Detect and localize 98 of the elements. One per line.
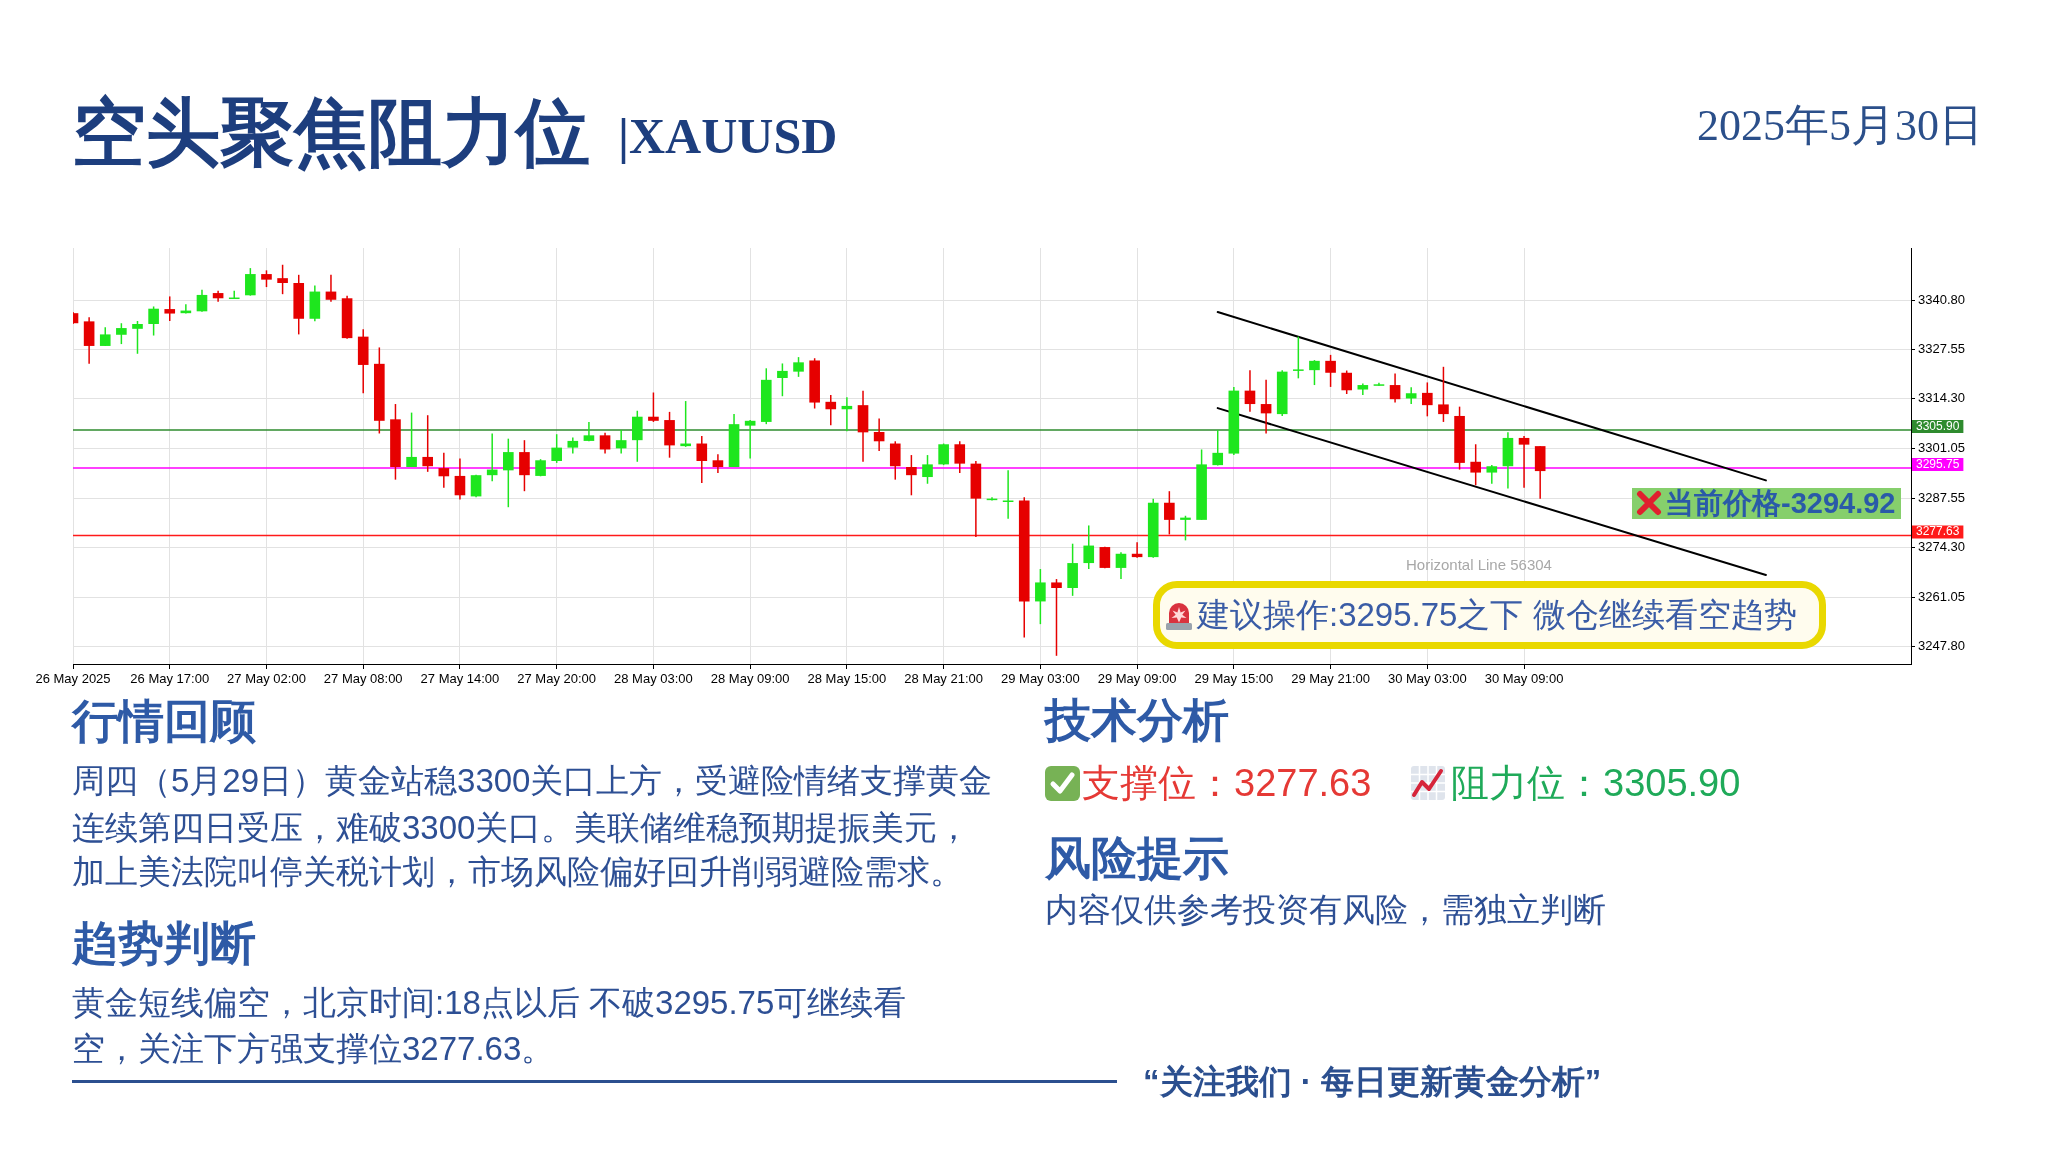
x-tick-label: 29 May 21:00 <box>1291 671 1370 687</box>
candlestick <box>1244 369 1256 413</box>
text: 周四（5月29日）黄金站稳3300关口上方，受避险情绪支撑黄金 <box>72 761 993 801</box>
y-tick-label: 3274.30 <box>1918 539 1965 555</box>
candlestick <box>1405 386 1417 405</box>
text: 2025年5月30日 <box>1697 100 1983 152</box>
candlestick <box>164 295 176 322</box>
x-tick-label: 27 May 14:00 <box>420 671 500 687</box>
x-tick-label: 26 May 17:00 <box>130 671 210 687</box>
candlestick <box>1341 369 1353 395</box>
candlestick <box>1083 524 1095 570</box>
candlestick <box>889 440 901 481</box>
x-tick-label: 28 May 21:00 <box>904 671 984 687</box>
candlestick <box>132 320 143 355</box>
x-tick-label: 29 May 03:00 <box>1000 671 1080 687</box>
ref-line-label: 3305.90 <box>1916 418 1960 433</box>
ref-line-label: 3295.75 <box>1916 456 1960 471</box>
candlestick <box>1438 366 1449 423</box>
candlestick <box>277 264 288 295</box>
candlestick <box>599 431 611 455</box>
y-tick-label: 3314.30 <box>1918 390 1965 406</box>
candlestick <box>503 437 514 508</box>
candlestick <box>1180 515 1191 542</box>
x-tick-label: 28 May 09:00 <box>710 671 790 687</box>
candlestick <box>486 432 498 482</box>
annotation: 建议操作:3295.75之下 微仓继续看空趋势 <box>1197 595 1797 635</box>
text: 阻力位：3305.90 <box>1451 761 1741 806</box>
y-tick-label: 3301.05 <box>1918 439 1965 455</box>
candlestick <box>1470 443 1482 486</box>
candlestick <box>1164 490 1175 536</box>
candlestick <box>438 452 450 489</box>
candlestick <box>631 410 643 463</box>
x-tick-label: 29 May 15:00 <box>1194 671 1274 687</box>
candlestick <box>648 391 659 423</box>
candlestick <box>1293 335 1304 380</box>
x-tick-label: 27 May 20:00 <box>517 671 597 687</box>
y-tick-label: 3287.55 <box>1918 490 1965 506</box>
annotation: Horizontal Line 56304 <box>1406 556 1552 574</box>
text: 风险提示 <box>1045 831 1229 886</box>
text: 连续第四日受压，难破3300关口。美联储维稳预期提振美元， <box>72 808 971 848</box>
candlestick <box>777 362 788 397</box>
candlestick <box>712 453 724 474</box>
text: 内容仅供参考投资有风险，需独立判断 <box>1045 890 1606 930</box>
x-tick-label: 28 May 03:00 <box>614 671 693 687</box>
candlestick <box>196 288 208 313</box>
text: 黄金短线偏空，北京时间:18点以后 不破3295.75可继续看 <box>72 983 907 1023</box>
candlestick <box>906 454 917 497</box>
candlestick <box>1325 354 1336 388</box>
candlestick <box>1051 578 1062 657</box>
candlestick <box>1035 568 1046 625</box>
x-tick-label: 27 May 02:00 <box>227 671 306 687</box>
candlestick <box>116 322 127 345</box>
candlestick <box>551 433 563 464</box>
candlestick <box>825 394 837 427</box>
candlestick <box>1212 429 1224 467</box>
candlestick <box>519 439 530 492</box>
ref-line-label: 3277.63 <box>1916 524 1960 539</box>
annotation: 当前价格-3294.92 <box>1665 487 1896 519</box>
candlestick <box>696 435 708 484</box>
y-tick-label: 3261.05 <box>1918 588 1965 604</box>
candlestick <box>1115 551 1127 580</box>
chart-title: 空头聚焦阻力位 <box>72 91 590 176</box>
y-tick-label: 3327.55 <box>1918 341 1965 357</box>
y-tick-label: 3247.80 <box>1918 638 1965 654</box>
x-tick-label: 30 May 03:00 <box>1387 671 1467 687</box>
candlestick <box>793 356 804 378</box>
candlestick <box>422 414 434 473</box>
candlestick <box>744 419 756 460</box>
x-tick-label: 29 May 09:00 <box>1097 671 1177 687</box>
text: “关注我们 · 每日更新黄金分析” <box>1143 1062 1602 1102</box>
text: 空，关注下方强支撑位3277.63。 <box>72 1029 555 1069</box>
text: 支撑位：3277.63 <box>1082 761 1372 806</box>
candlestick <box>873 417 885 452</box>
x-tick-label: 30 May 09:00 <box>1484 671 1564 687</box>
candlestick <box>1389 372 1401 404</box>
candlestick <box>245 267 256 297</box>
text: 行情回顾 <box>72 694 256 749</box>
candlestick <box>922 454 933 485</box>
candlestick <box>1260 379 1272 435</box>
candlestick <box>99 326 111 347</box>
candlestick <box>1486 464 1498 485</box>
candlestick <box>454 457 466 501</box>
x-tick-label: 27 May 08:00 <box>323 671 403 687</box>
candlestick <box>1309 359 1320 386</box>
candlestick <box>1518 435 1530 489</box>
text: 趋势判断 <box>72 916 256 971</box>
candlestick <box>615 429 627 455</box>
x-tick-label: 28 May 15:00 <box>807 671 887 687</box>
text: 加上美法院叫停关税计划，市场风险偏好回升削弱避险需求。 <box>72 852 963 892</box>
candlestick <box>148 305 159 337</box>
candlestick <box>954 440 966 474</box>
candlestick <box>325 274 337 303</box>
y-tick-label: 3340.80 <box>1918 291 1965 307</box>
text: 技术分析 <box>1045 693 1229 748</box>
candlestick <box>406 411 417 468</box>
candlestick <box>1422 381 1433 418</box>
x-tick-label: 26 May 2025 <box>35 671 111 687</box>
chart-subtitle: |XAUUSD <box>618 107 838 166</box>
